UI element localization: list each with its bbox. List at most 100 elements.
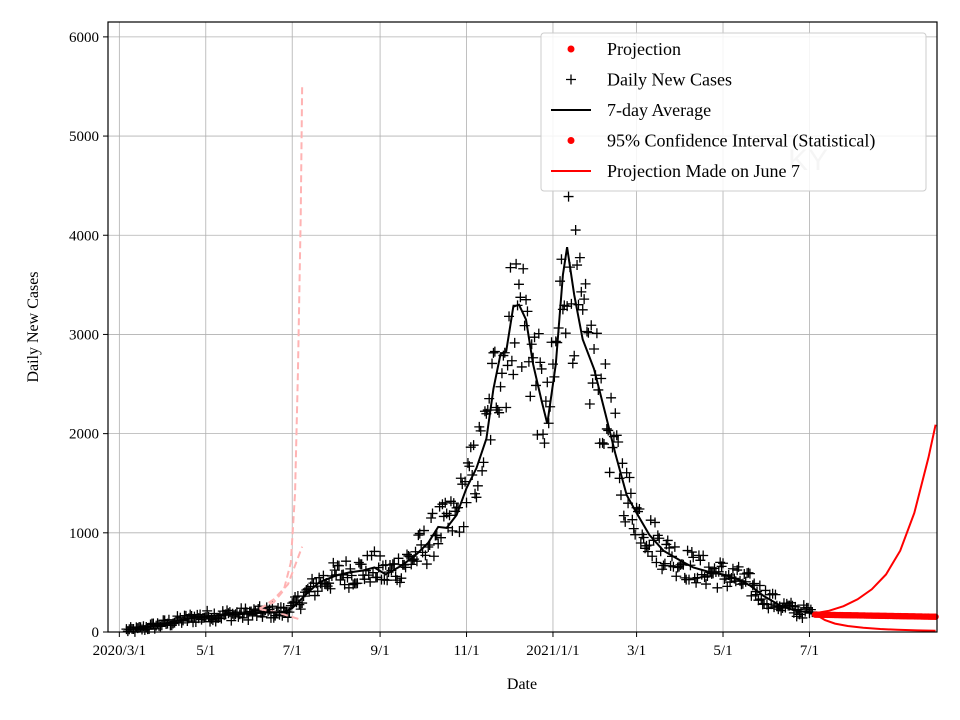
daily-case-marker — [597, 437, 608, 448]
daily-case-marker — [698, 550, 709, 561]
daily-case-marker — [654, 533, 665, 544]
daily-case-marker — [671, 571, 682, 582]
daily-case-marker — [375, 550, 386, 561]
daily-case-marker — [600, 359, 611, 370]
daily-case-marker — [307, 573, 318, 584]
y-tick-label: 2000 — [69, 427, 99, 443]
daily-case-marker — [718, 558, 729, 569]
y-tick-label: 5000 — [69, 129, 99, 145]
daily-case-marker — [318, 570, 329, 581]
daily-case-marker — [202, 605, 213, 616]
daily-case-marker — [509, 337, 520, 348]
daily-case-marker — [591, 328, 602, 339]
daily-case-marker — [488, 347, 499, 358]
daily-case-marker — [797, 612, 808, 623]
daily-case-marker — [627, 514, 638, 525]
daily-case-marker — [542, 377, 553, 388]
daily-case-marker — [621, 467, 632, 478]
daily-case-marker — [382, 575, 393, 586]
daily-case-marker — [420, 550, 431, 561]
daily-case-marker — [679, 572, 690, 583]
daily-case-marker — [617, 458, 628, 469]
x-tick-label: 2020/3/1 — [93, 643, 146, 659]
daily-case-marker — [353, 557, 364, 568]
daily-case-marker — [604, 467, 615, 478]
series-line — [814, 424, 937, 615]
legend-label: Projection — [607, 39, 681, 59]
daily-case-marker — [393, 553, 404, 564]
daily-case-marker — [372, 572, 383, 583]
x-tick-label: 11/1 — [453, 643, 479, 659]
daily-case-marker — [427, 508, 438, 519]
legend-label: 95% Confidence Interval (Statistical) — [607, 131, 875, 152]
daily-case-marker — [403, 550, 414, 561]
legend-label: Projection Made on June 7 — [607, 161, 800, 181]
projection-dot — [932, 613, 939, 620]
daily-case-marker — [501, 402, 512, 413]
daily-case-marker — [756, 593, 767, 604]
daily-case-marker — [419, 525, 430, 536]
daily-case-marker — [563, 191, 574, 202]
x-tick-label: 3/1 — [627, 643, 646, 659]
daily-case-marker — [506, 355, 517, 366]
daily-case-marker — [444, 510, 455, 521]
y-axis: 0 1000 2000 3000 4000 5000 6000 — [69, 30, 108, 641]
daily-case-marker — [566, 298, 577, 309]
daily-case-marker — [448, 498, 459, 509]
daily-case-marker — [333, 560, 344, 571]
daily-case-marker — [518, 263, 529, 274]
daily-case-marker — [487, 358, 498, 369]
daily-case-marker — [341, 556, 352, 567]
daily-case-marker — [713, 566, 724, 577]
daily-case-marker — [479, 406, 490, 417]
daily-case-marker — [618, 510, 629, 521]
daily-case-marker — [297, 598, 308, 609]
daily-case-marker — [226, 615, 237, 626]
daily-case-marker — [471, 492, 482, 503]
daily-case-marker — [328, 557, 339, 568]
daily-case-marker — [495, 381, 506, 392]
daily-case-marker — [722, 581, 733, 592]
daily-case-marker — [275, 602, 286, 613]
daily-case-marker — [611, 430, 622, 441]
legend-label: 7-day Average — [607, 100, 711, 120]
daily-case-marker — [335, 574, 346, 585]
daily-case-marker — [521, 294, 532, 305]
daily-case-marker — [295, 604, 306, 615]
daily-case-marker — [628, 523, 639, 534]
daily-case-marker — [356, 559, 367, 570]
x-tick-label: 5/1 — [196, 643, 215, 659]
daily-case-marker — [454, 527, 465, 538]
daily-case-marker — [586, 320, 597, 331]
daily-case-marker — [536, 363, 547, 374]
daily-case-marker — [665, 560, 676, 571]
daily-case-marker — [155, 621, 166, 632]
daily-case-marker — [396, 573, 407, 584]
daily-case-marker — [550, 336, 561, 347]
series-line — [814, 613, 936, 632]
daily-case-marker — [684, 574, 695, 585]
daily-case-marker — [569, 350, 580, 361]
daily-case-marker — [701, 579, 712, 590]
daily-case-marker — [522, 306, 533, 317]
legend-dot-marker — [567, 137, 575, 144]
daily-case-marker — [727, 563, 738, 574]
daily-case-marker — [526, 339, 537, 350]
daily-case-marker — [647, 551, 658, 562]
y-axis-label: Daily New Cases — [25, 271, 42, 382]
legend-dot-marker — [567, 45, 575, 53]
earlier-projection-line — [259, 546, 304, 611]
y-tick-label: 1000 — [69, 526, 99, 542]
daily-case-marker — [606, 392, 617, 403]
daily-case-marker — [491, 402, 502, 413]
daily-case-marker — [342, 572, 353, 583]
x-tick-label: 5/1 — [713, 643, 732, 659]
daily-case-marker — [682, 545, 693, 556]
daily-case-marker — [634, 503, 645, 514]
daily-case-marker — [746, 590, 757, 601]
daily-case-marker — [243, 614, 254, 625]
axes-frame — [107, 21, 938, 633]
daily-case-marker — [674, 561, 685, 572]
daily-case-marker — [638, 532, 649, 543]
